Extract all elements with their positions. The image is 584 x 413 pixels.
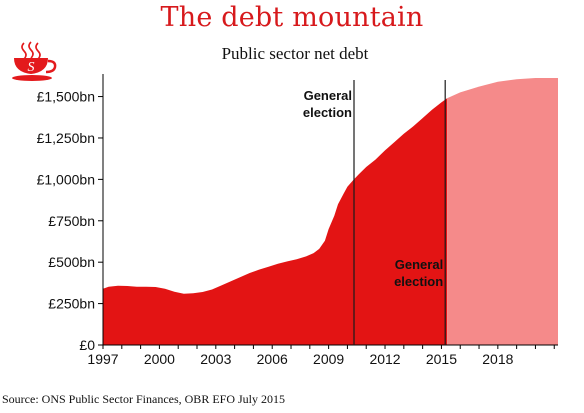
election-marker-label: election	[303, 105, 352, 120]
x-tick-label: 2000	[144, 351, 175, 367]
x-tick-label: 2009	[313, 351, 344, 367]
y-tick-label: £1,250bn	[37, 130, 95, 146]
election-marker-label: election	[394, 274, 443, 289]
axes: £0 £250bn £500bn £750bn £1,000bn £1,250bn £1,5…	[37, 74, 558, 367]
x-tick-label: 2003	[200, 351, 231, 367]
x-tick-label: 2006	[257, 351, 288, 367]
y-tick-label: £1,000bn	[37, 171, 95, 187]
logo-letter: S	[28, 60, 35, 75]
y-tick-label: £1,500bn	[37, 89, 95, 105]
source-note: Source: ONS Public Sector Finances, OBR …	[2, 392, 285, 406]
plot-area	[103, 78, 558, 345]
y-tick-label: £750bn	[48, 213, 95, 229]
x-tick-label: 2018	[482, 351, 513, 367]
x-tick-label: 2015	[426, 351, 457, 367]
teacup-logo-icon: S	[8, 40, 58, 82]
x-tick-label: 1997	[87, 351, 118, 367]
y-tick-label: £0	[79, 337, 95, 353]
election-marker-label: General	[304, 88, 352, 103]
chart-subtitle: Public sector net debt	[221, 44, 369, 63]
y-tick-label: £500bn	[48, 254, 95, 270]
election-marker-label: General	[395, 257, 443, 272]
x-tick-label: 2012	[369, 351, 400, 367]
election-markers: General election General election	[303, 80, 446, 345]
y-tick-label: £250bn	[48, 296, 95, 312]
forecast-debt-area	[447, 78, 558, 345]
actual-debt-area	[103, 98, 448, 345]
chart-title: The debt mountain	[160, 2, 424, 33]
